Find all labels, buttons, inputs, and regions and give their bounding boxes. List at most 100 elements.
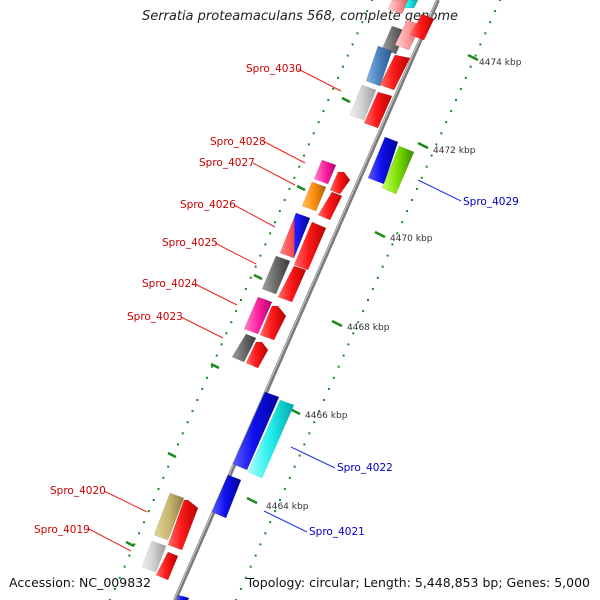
scale-dot xyxy=(288,476,291,479)
scale-dot xyxy=(323,399,325,401)
scale-dot xyxy=(474,54,477,57)
gene-top-red-a[interactable] xyxy=(409,13,435,41)
leader-spro-4024 xyxy=(194,283,238,306)
gene-top-red-c[interactable] xyxy=(363,91,393,129)
gene-spro-4030-steel[interactable] xyxy=(365,45,393,87)
label-spro-4019[interactable]: Spro_4019 xyxy=(34,524,90,536)
gene-spro-4023[interactable] xyxy=(231,333,257,363)
scale-track-dots xyxy=(235,0,501,600)
inner-dot xyxy=(235,310,238,313)
scale-dot xyxy=(425,165,428,168)
label-spro-4022[interactable]: Spro_4022 xyxy=(337,462,393,474)
scale-dot xyxy=(352,332,355,335)
gene-spro-4021[interactable] xyxy=(211,474,242,519)
inner-dot xyxy=(288,187,291,190)
gene-spro-4025-red[interactable] xyxy=(277,265,307,303)
leader-spro-4027 xyxy=(252,162,296,186)
forward-strand-genes xyxy=(141,0,435,581)
inner-dot xyxy=(176,443,179,446)
label-spro-4023[interactable]: Spro_4023 xyxy=(127,311,183,323)
inner-dot xyxy=(240,299,242,301)
inner-dot xyxy=(118,576,121,579)
leader-spro-4030 xyxy=(297,68,342,92)
gene-spro-4027[interactable] xyxy=(301,181,327,212)
gene-spro-4026[interactable] xyxy=(279,212,311,259)
scale-dot xyxy=(401,221,404,224)
gene-spro-4030-light[interactable] xyxy=(349,84,377,121)
scale-dot xyxy=(440,132,443,135)
scale-dot xyxy=(499,0,501,1)
inner-dot xyxy=(215,354,218,357)
inner-dot xyxy=(201,387,204,390)
scale-dot xyxy=(362,310,365,313)
map-title: Serratia proteamaculans 568, complete ge… xyxy=(141,9,459,24)
inner-dot xyxy=(337,76,339,79)
inner-dot xyxy=(196,399,199,401)
gene-spro-4029-green[interactable] xyxy=(381,145,415,195)
inner-dot xyxy=(356,32,359,35)
gene-top-red-b[interactable] xyxy=(379,54,411,91)
inner-dot xyxy=(307,143,310,146)
gene-top-pale[interactable] xyxy=(387,0,409,15)
label-spro-4025[interactable]: Spro_4025 xyxy=(162,237,218,249)
scale-dot xyxy=(254,554,257,557)
label-spro-4028[interactable]: Spro_4028 xyxy=(210,136,266,148)
gene-spro-4022-cyan[interactable] xyxy=(247,399,295,479)
inner-dot xyxy=(123,565,126,568)
label-spro-4020[interactable]: Spro_4020 xyxy=(50,485,106,497)
gene-spro-4024-red[interactable] xyxy=(259,305,287,341)
inner-dot xyxy=(186,421,189,424)
gene-spro-4027-red[interactable] xyxy=(317,191,343,221)
gene-top-gray[interactable] xyxy=(381,25,407,55)
leader-spro-4029 xyxy=(417,179,462,202)
gene-spro-4022-blue[interactable] xyxy=(232,391,280,471)
gene-spro-4026-red[interactable] xyxy=(293,221,327,271)
gene-spro-4023-red[interactable] xyxy=(245,341,269,369)
leader-spro-4022 xyxy=(290,446,336,469)
scale-dot xyxy=(337,365,340,368)
label-spro-4024[interactable]: Spro_4024 xyxy=(142,278,198,290)
tick-4470 xyxy=(374,230,386,239)
leader-spro-4019 xyxy=(88,528,132,552)
gene-spro-4028[interactable] xyxy=(313,159,337,185)
scale-dot xyxy=(415,187,418,190)
inner-dot xyxy=(181,432,184,435)
inner-dot xyxy=(157,487,160,490)
scale-dot xyxy=(386,254,389,257)
inner-dot xyxy=(351,43,354,46)
gene-spro-4020[interactable] xyxy=(153,492,185,541)
gene-spro-4028-red[interactable] xyxy=(329,171,351,195)
label-spro-4027[interactable]: Spro_4027 xyxy=(199,157,255,169)
scale-dot xyxy=(479,43,482,46)
leader-spro-4025 xyxy=(214,242,257,265)
label-spro-4021[interactable]: Spro_4021 xyxy=(309,526,365,538)
inner-dot xyxy=(293,176,296,179)
scale-dot xyxy=(396,232,399,235)
gene-bottom-blue[interactable] xyxy=(176,594,190,600)
leader-spro-4021 xyxy=(263,510,308,533)
scale-dot xyxy=(484,32,487,35)
inner-dot xyxy=(278,210,281,213)
scale-dot xyxy=(376,276,379,279)
tick-inner-2 xyxy=(296,184,306,192)
gene-spro-4020-red[interactable] xyxy=(167,499,199,551)
gene-spro-4025[interactable] xyxy=(261,255,291,295)
label-spro-4026[interactable]: Spro_4026 xyxy=(180,199,236,211)
gene-spro-4019[interactable] xyxy=(141,540,167,573)
scale-dot xyxy=(489,21,492,24)
scale-dot xyxy=(455,99,457,101)
reverse-strand-genes xyxy=(176,0,419,600)
gene-spro-4024[interactable] xyxy=(243,296,273,335)
tick-4464 xyxy=(246,496,258,505)
label-spro-4029[interactable]: Spro_4029 xyxy=(463,196,519,208)
leader-spro-4026 xyxy=(233,204,276,228)
scale-label-4466: 4466 kbp xyxy=(305,411,348,421)
scale-dot xyxy=(411,199,413,201)
inner-dot xyxy=(322,110,325,113)
gene-spro-4019-red[interactable] xyxy=(155,551,179,581)
inner-dot xyxy=(298,165,301,168)
label-spro-4030[interactable]: Spro_4030 xyxy=(246,63,302,75)
inner-dot xyxy=(269,232,272,235)
inner-dot xyxy=(147,510,150,513)
tick-inner-3 xyxy=(253,273,263,281)
